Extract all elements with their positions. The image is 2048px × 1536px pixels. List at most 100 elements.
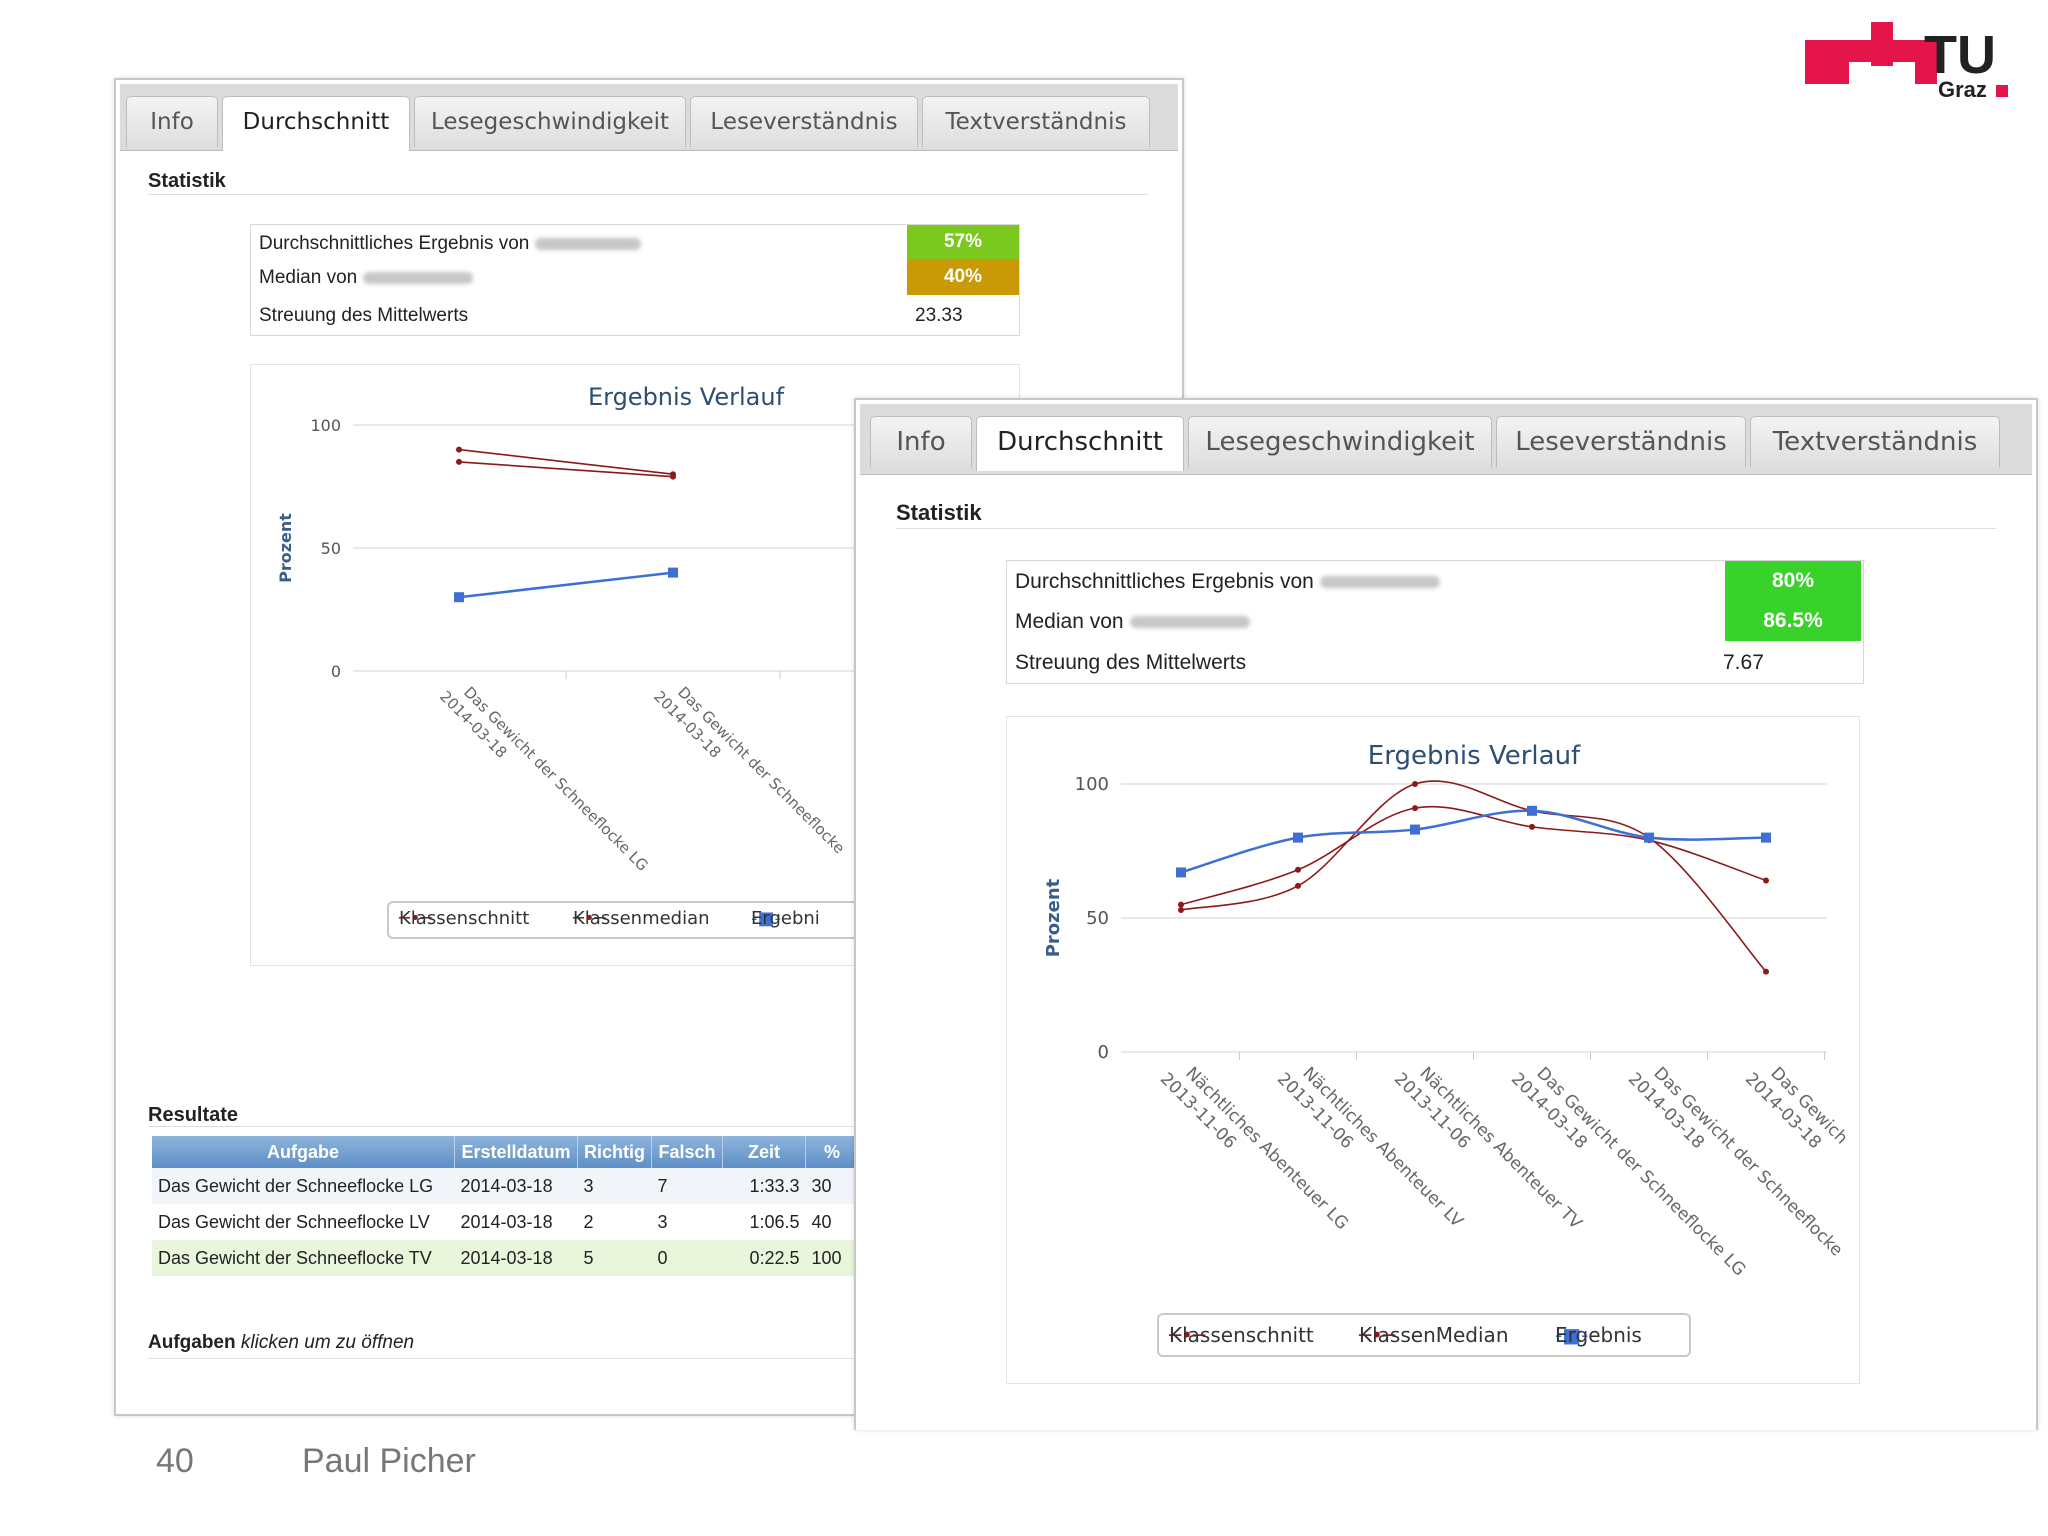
legend-ergebnis[interactable]: Ergebni xyxy=(751,908,820,929)
cell-zeit: 0:22.5 xyxy=(722,1240,806,1276)
x-tick-label: Das Gewicht der Schneeflocke LG2014-03-1… xyxy=(436,683,652,875)
data-point xyxy=(454,592,464,603)
aufgaben-heading: Aufgaben klicken um zu öffnen xyxy=(148,1332,414,1354)
series-line-2 xyxy=(1180,809,1767,874)
tab-durchschnitt[interactable]: Durchschnitt xyxy=(222,96,410,151)
cell-aufgabe: Das Gewicht der Schneeflocke LG xyxy=(152,1168,455,1204)
x-tick-label-name: Das Gewicht der Schneeflocke LG xyxy=(460,683,652,875)
column-header-aufgabe[interactable]: Aufgabe xyxy=(152,1136,455,1168)
legend-marker-klassenmedian: ─•─ xyxy=(1359,1323,1395,1347)
y-axis-label: Prozent xyxy=(1043,878,1064,957)
divider xyxy=(896,528,1996,529)
divider xyxy=(148,1358,1148,1359)
redacted-name xyxy=(1319,576,1440,589)
y-tick-label: 50 xyxy=(321,539,341,558)
results-table: Aufgabe Erstelldatum Richtig Falsch Zeit… xyxy=(152,1136,892,1276)
tab-durchschnitt[interactable]: Durchschnitt xyxy=(976,416,1184,471)
column-header-erstelldatum[interactable]: Erstelldatum xyxy=(454,1136,578,1168)
std-label: Streuung des Mittelwerts xyxy=(259,305,469,326)
legend-marker-ergebnis: -■- xyxy=(1555,1323,1589,1347)
data-point xyxy=(1295,882,1301,889)
y-tick-label: 50 xyxy=(1086,908,1109,929)
stats-row-std: Streuung des Mittelwerts 23.33 xyxy=(251,295,1019,335)
x-tick-label: Das Gewicht der Schneeflocke LG2014-03-1… xyxy=(1507,1063,1749,1280)
median-label: Median von xyxy=(259,267,358,288)
tu-graz-logo: TU Graz xyxy=(1800,22,2010,102)
data-point xyxy=(1412,781,1418,787)
data-point xyxy=(1412,805,1418,812)
line-chart-front: Ergebnis VerlaufProzent100500Nächtliches… xyxy=(1043,741,1851,1280)
median-label: Median von xyxy=(1015,610,1124,633)
std-label: Streuung des Mittelwerts xyxy=(1015,651,1247,674)
y-tick-label: 100 xyxy=(310,416,341,435)
data-point xyxy=(670,471,676,478)
stats-row-median: Median von 40% xyxy=(251,259,1019,295)
table-row[interactable]: Das Gewicht der Schneeflocke LG 2014-03-… xyxy=(152,1168,892,1204)
cell-richtig: 2 xyxy=(577,1204,652,1240)
cell-prozent: 30 xyxy=(805,1168,859,1204)
tab-textverstaendnis[interactable]: Textverständnis xyxy=(1750,416,2000,467)
tab-leseverstaendnis[interactable]: Leseverständnis xyxy=(1496,416,1746,467)
series-line-1 xyxy=(1180,780,1767,973)
tab-bar: Info Durchschnitt Lesegeschwindigkeit Le… xyxy=(860,404,2032,475)
tab-bar: Info Durchschnitt Lesegeschwindigkeit Le… xyxy=(120,84,1178,151)
table-row[interactable]: Das Gewicht der Schneeflocke TV 2014-03-… xyxy=(152,1240,892,1276)
x-tick-label-name: Das Gewicht der Schneeflocke xyxy=(674,683,848,857)
chart-title: Ergebnis Verlauf xyxy=(1368,741,1581,771)
line-chart-back: Ergebnis Verlauf Prozent 100 50 0 Das Gewicht… xyxy=(276,383,1019,875)
chart-legend: ─•─ Klassenschnitt ─•─ KlassenMedian -■-… xyxy=(1157,1313,1691,1357)
data-point xyxy=(1293,832,1303,843)
data-point xyxy=(1176,867,1186,878)
std-value: 7.67 xyxy=(1723,651,1764,674)
table-row[interactable]: Das Gewicht der Schneeflocke LV 2014-03-… xyxy=(152,1204,892,1240)
average-value-badge: 80% xyxy=(1725,561,1861,601)
cell-richtig: 5 xyxy=(577,1240,652,1276)
legend-marker-ergebnis: -■- xyxy=(751,908,781,929)
cell-falsch: 7 xyxy=(651,1168,723,1204)
legend-marker-klassenmedian: ─•─ xyxy=(573,908,606,929)
cell-zeit: 1:33.3 xyxy=(722,1168,806,1204)
y-tick-label: 0 xyxy=(331,662,341,681)
legend-klassenschnitt[interactable]: Klassenschnitt xyxy=(1169,1323,1314,1347)
tab-textverstaendnis[interactable]: Textverständnis xyxy=(922,96,1150,147)
data-point xyxy=(1410,824,1420,835)
cell-falsch: 3 xyxy=(651,1204,723,1240)
x-tick-label-name: Das Gewicht der Schneeflocke xyxy=(1649,1063,1846,1260)
stats-row-median: Median von 86.5% xyxy=(1007,601,1863,641)
y-tick-label: 0 xyxy=(1098,1042,1109,1063)
average-label: Durchschnittliches Ergebnis von xyxy=(1015,570,1314,593)
legend-klassenmedian[interactable]: Klassenmedian xyxy=(573,908,710,929)
legend-marker-klassenschnitt: ─•─ xyxy=(399,908,432,929)
legend-ergebnis[interactable]: Ergebnis xyxy=(1555,1323,1642,1347)
tab-leseverstaendnis[interactable]: Leseverständnis xyxy=(690,96,918,147)
legend-klassenschnitt[interactable]: Klassenschnitt xyxy=(399,908,530,929)
table-header-row: Aufgabe Erstelldatum Richtig Falsch Zeit… xyxy=(152,1136,892,1168)
average-label: Durchschnittliches Ergebnis von xyxy=(259,233,530,254)
tab-info[interactable]: Info xyxy=(126,96,218,147)
legend-klassenmedian[interactable]: KlassenMedian xyxy=(1359,1323,1509,1347)
average-value-badge: 57% xyxy=(907,225,1019,259)
y-axis-label: Prozent xyxy=(276,513,295,583)
column-header-falsch[interactable]: Falsch xyxy=(651,1136,723,1168)
data-point xyxy=(1763,877,1769,884)
data-point xyxy=(1527,805,1537,816)
column-header-richtig[interactable]: Richtig xyxy=(577,1136,652,1168)
median-value-badge: 86.5% xyxy=(1725,601,1861,641)
tab-info[interactable]: Info xyxy=(870,416,972,467)
column-header-prozent[interactable]: % xyxy=(805,1136,859,1168)
tab-lesegeschwindigkeit[interactable]: Lesegeschwindigkeit xyxy=(1188,416,1492,467)
tab-lesegeschwindigkeit[interactable]: Lesegeschwindigkeit xyxy=(414,96,686,147)
divider xyxy=(148,1126,1148,1127)
chart-title: Ergebnis Verlauf xyxy=(588,383,785,411)
median-value-badge: 40% xyxy=(907,259,1019,295)
redacted-name xyxy=(535,237,642,250)
data-point xyxy=(1644,832,1654,843)
series-line-2 xyxy=(458,571,674,599)
cell-erstelldatum: 2014-03-18 xyxy=(454,1168,578,1204)
column-header-zeit[interactable]: Zeit xyxy=(722,1136,806,1168)
cell-aufgabe: Das Gewicht der Schneeflocke TV xyxy=(152,1240,455,1276)
cell-falsch: 0 xyxy=(651,1240,723,1276)
